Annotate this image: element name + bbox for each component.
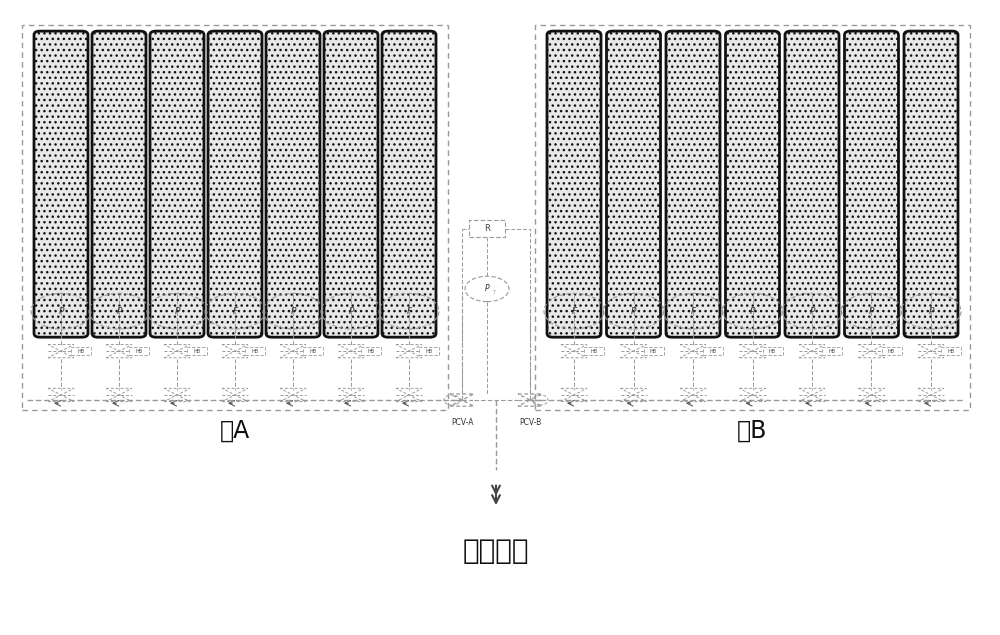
Text: P: P [750,307,755,316]
Text: 组B: 组B [737,419,768,443]
Bar [822,347,842,355]
Bar [22,25,448,410]
FancyBboxPatch shape [725,31,780,337]
FancyBboxPatch shape [324,31,378,337]
FancyBboxPatch shape [34,31,88,337]
FancyBboxPatch shape [606,31,661,337]
FancyBboxPatch shape [666,31,720,337]
Text: HB: HB [709,349,717,354]
Bar [71,347,91,355]
Text: P: P [116,307,122,316]
Bar [703,347,723,355]
Text: HB: HB [425,349,433,354]
Text: HB: HB [947,349,955,354]
Text: R: R [484,224,490,233]
Text: P: P [631,307,636,316]
Bar [535,25,970,410]
Text: P: P [869,307,874,316]
Text: HB: HB [828,349,836,354]
Text: HB: HB [193,349,201,354]
Text: 组A: 组A [220,419,250,443]
Bar [644,347,664,355]
FancyBboxPatch shape [382,31,436,337]
FancyBboxPatch shape [150,31,204,337]
Bar [419,347,439,355]
Bar [882,347,902,355]
Text: F: F [406,307,412,316]
Text: 向车加注: 向车加注 [463,537,529,565]
Text: P: P [809,307,815,316]
Text: HB: HB [590,349,598,354]
Text: HB: HB [888,349,895,354]
Text: P: P [174,307,180,316]
Text: F: F [690,307,696,316]
Text: P: P [290,307,296,316]
Text: HB: HB [251,349,259,354]
Text: HB: HB [650,349,657,354]
Text: P: P [58,307,64,316]
Text: HB: HB [77,349,85,354]
Bar [584,347,604,355]
Text: F: F [571,307,577,316]
FancyBboxPatch shape [547,31,601,337]
Text: HB: HB [769,349,776,354]
Text: HB: HB [367,349,375,354]
Bar [187,347,207,355]
Text: F: F [232,307,238,316]
FancyBboxPatch shape [266,31,320,337]
FancyBboxPatch shape [92,31,146,337]
Bar [129,347,149,355]
Text: HB: HB [135,349,143,354]
Bar [469,220,505,237]
Text: P: P [348,307,354,316]
Text: PCV-B: PCV-B [519,418,541,427]
Text: PCV-A: PCV-A [451,418,473,427]
Bar [361,347,381,355]
Text: P: P [485,284,489,293]
FancyBboxPatch shape [844,31,898,337]
Bar [303,347,323,355]
Bar [763,347,782,355]
Text: T: T [492,290,496,295]
FancyBboxPatch shape [904,31,958,337]
Bar [941,347,961,355]
Text: HB: HB [309,349,317,354]
Text: P: P [928,307,934,316]
FancyBboxPatch shape [208,31,262,337]
FancyBboxPatch shape [785,31,839,337]
Bar [245,347,265,355]
